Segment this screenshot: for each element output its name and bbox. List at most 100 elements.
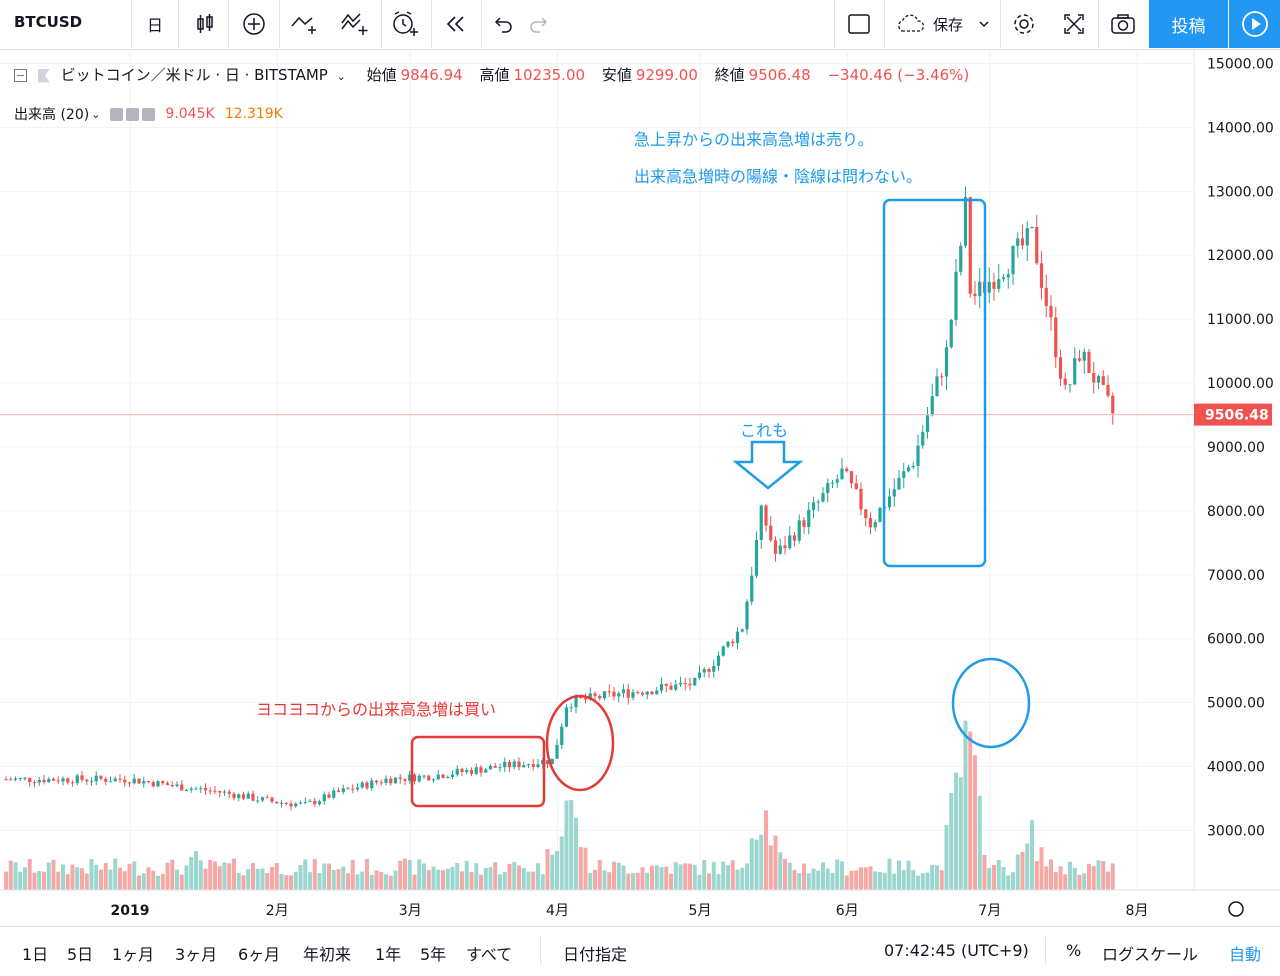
cloud-icon[interactable] [892,0,927,48]
candle-body [1020,238,1025,246]
candle-body [256,800,260,802]
candle-body [498,767,502,769]
price-tick-label: 8000.00 [1207,504,1265,520]
gear-icon[interactable] [126,107,140,121]
candle-body [450,774,455,777]
interval-button[interactable]: 日 [146,16,163,35]
candle-body [9,779,13,781]
candle-body [241,794,246,799]
open-label: 始値 [366,66,397,84]
fullscreen-layout-icon[interactable] [842,0,876,48]
candle-body [232,793,236,799]
volume-bar [118,867,122,890]
range-6m[interactable]: 6ヶ月 [238,945,281,964]
chevron-down-icon[interactable] [974,0,994,48]
range-3m[interactable]: 3ヶ月 [175,945,218,964]
volume-bar [127,863,132,890]
play-icon[interactable] [1229,0,1280,48]
volume-bar [521,868,526,890]
price-tick-label: 3000.00 [1207,823,1265,839]
candle-body [1092,372,1096,383]
candle-body [23,777,27,779]
symbol-search[interactable]: BTCUSD [14,13,83,31]
candle-body [284,802,288,804]
candle-body [588,693,592,700]
divider [884,0,885,48]
series-title[interactable]: ビットコイン／米ドル · 日 · BITSTAMP [60,66,328,84]
save-button[interactable]: 保存 [932,15,963,34]
redo-icon[interactable] [524,0,554,48]
range-5y[interactable]: 5年 [420,945,447,964]
range-1d[interactable]: 1日 [22,945,49,964]
volume-bar [360,871,365,890]
camera-icon[interactable] [1106,0,1140,48]
candle-body [142,781,146,784]
divider [481,0,482,48]
undo-icon[interactable] [488,0,518,48]
date-range-button[interactable]: 日付指定 [563,945,628,964]
candle-body [612,691,616,697]
fullscreen-icon[interactable] [1058,0,1090,48]
collapse-icon[interactable] [14,69,27,82]
eye-icon[interactable] [110,107,124,121]
post-button[interactable]: 投稿 [1149,0,1228,48]
auto-scale-toggle[interactable]: 自動 [1229,945,1262,964]
volume-bar [759,834,764,890]
volume-bar [602,870,607,890]
volume-bar [612,861,616,890]
range-ytd[interactable]: 年初来 [303,945,352,964]
alert-icon[interactable] [388,0,422,48]
candle-body [441,774,445,778]
volume-bar [968,731,973,890]
range-5d[interactable]: 5日 [67,945,94,964]
volume-bar [764,810,768,890]
volume-ma-value: 12.319K [224,106,283,122]
log-scale-toggle[interactable]: ログスケール [1102,945,1199,964]
range-1m[interactable]: 1ヶ月 [112,945,155,964]
close-label: 終値 [714,66,745,84]
range-1y[interactable]: 1年 [375,945,402,964]
add-indicator-icon[interactable] [238,0,270,48]
flag-icon[interactable] [37,68,50,83]
volume-bar [1063,874,1068,890]
volume-bar [792,869,797,890]
candle-body [897,477,901,490]
candle-body [460,768,464,772]
volume-bar [939,870,944,890]
volume-bar [203,868,208,890]
candle-body [66,778,70,783]
volume-bar [711,861,716,890]
volume-label[interactable]: 出来高 (20) [14,107,90,123]
price-chart[interactable]: 15000.00 14000.00 13000.00 12000.00 11000.00… [0,49,1280,926]
replay-icon[interactable] [440,0,472,48]
candle-body [161,781,165,784]
candle-body [849,471,854,484]
indicators-icon[interactable] [338,0,372,48]
volume-bar [597,859,602,890]
candle-body [726,641,730,647]
candle-type-icon[interactable] [190,0,220,48]
candle-body [674,684,678,690]
volume-bar [398,860,403,890]
candle-body [275,801,279,804]
candle-body [156,781,160,787]
candle-body [887,496,892,508]
candle-body [303,801,307,803]
candle-body [802,520,806,527]
range-all[interactable]: すべて [466,945,513,964]
candle-body [916,445,920,466]
candle-body [99,775,103,779]
compare-icon[interactable] [288,0,322,48]
volume-bar [331,870,336,890]
clock-time[interactable]: 07:42:45 (UTC+9) [884,941,1029,960]
chevron-down-icon[interactable]: ⌄ [336,70,346,83]
volume-bar [911,870,916,890]
divider [178,0,179,48]
close-icon[interactable] [142,107,156,121]
chevron-down-icon[interactable]: ⌄ [91,107,101,121]
volume-bar [403,858,407,890]
gear-icon[interactable] [1008,0,1040,48]
candle-body [108,781,113,783]
low-value: 9299.00 [635,66,698,84]
percent-toggle[interactable]: % [1066,941,1082,960]
